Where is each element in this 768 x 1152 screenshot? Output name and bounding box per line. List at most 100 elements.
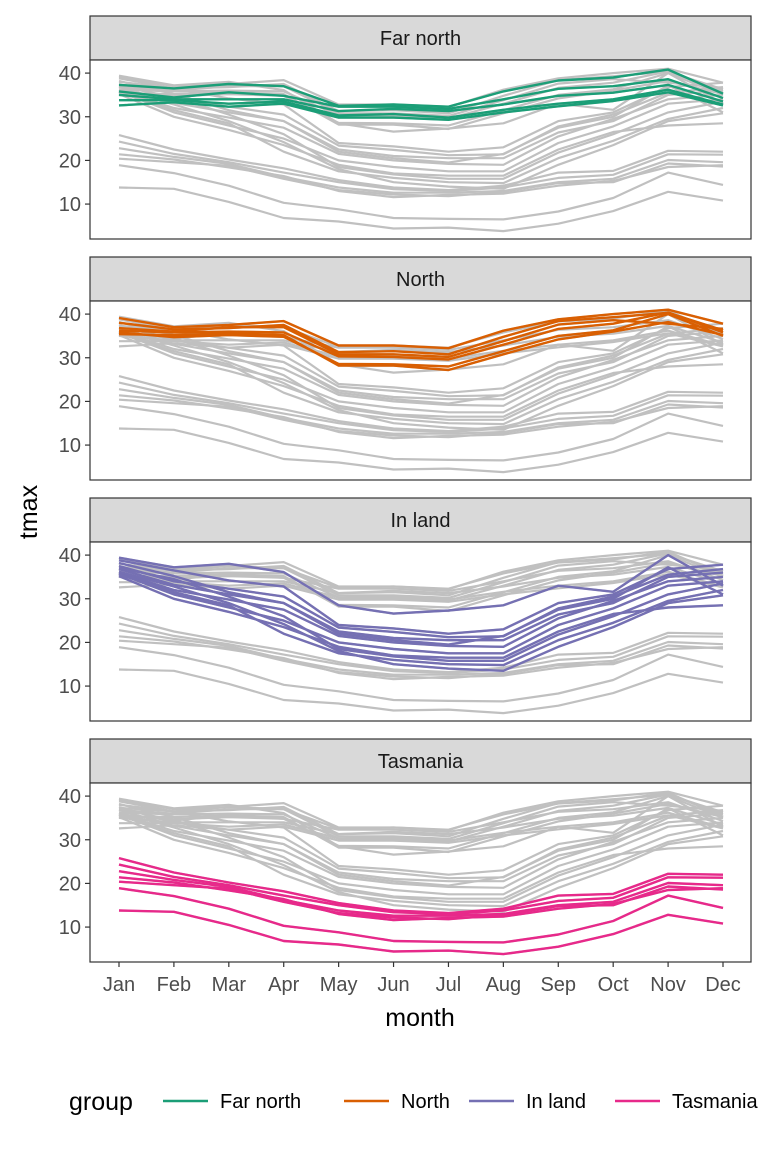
y-tick-label: 40 <box>59 545 81 567</box>
series-line <box>118 870 724 917</box>
background-series-line <box>118 405 724 462</box>
background-series-line <box>118 79 724 164</box>
series-line <box>118 308 724 350</box>
background-series-line <box>118 802 724 854</box>
y-tick-label: 30 <box>59 589 81 611</box>
background-series-line <box>118 668 724 715</box>
x-tick-label: Feb <box>157 974 191 996</box>
background-series-line <box>118 375 724 433</box>
y-tick-label: 10 <box>59 676 81 698</box>
facet-north: North 10 20 30 40 <box>59 256 752 481</box>
facet-tasmania: Tasmania 10 20 30 40 Jan Feb Mar Apr May Jun Jul Aug… <box>59 738 752 996</box>
x-tick-label: Jul <box>436 974 462 996</box>
background-series-line <box>118 90 724 173</box>
x-tick-label: Jan <box>103 974 135 996</box>
background-series-line <box>118 140 724 193</box>
background-series-line <box>118 88 724 190</box>
background-series-line <box>118 320 724 405</box>
x-tick-label: Dec <box>705 974 741 996</box>
background-series-line <box>118 332 724 426</box>
series-line <box>118 909 724 956</box>
background-series-line <box>118 85 724 180</box>
y-tick-label: 40 <box>59 786 81 808</box>
facet-strip <box>89 497 752 543</box>
x-tick-label: Mar <box>212 974 247 996</box>
background-series-line <box>118 89 724 166</box>
series-line <box>118 68 724 108</box>
x-tick-label: Apr <box>268 974 299 996</box>
background-series-line <box>118 72 724 127</box>
facet-strip-label: Far north <box>380 28 461 50</box>
background-series-line <box>118 164 724 221</box>
x-tick-label: May <box>320 974 358 996</box>
y-axis-title: tmax <box>15 484 43 539</box>
series-line <box>118 78 724 111</box>
background-series-line <box>118 561 724 613</box>
background-series-line <box>118 77 724 153</box>
series-line <box>118 312 724 368</box>
background-series-line <box>118 795 724 856</box>
y-tick-label: 30 <box>59 348 81 370</box>
series-line <box>118 561 724 646</box>
background-series-line <box>118 318 724 394</box>
series-line <box>118 856 724 915</box>
background-series-line <box>118 549 724 591</box>
background-series-line <box>118 814 724 908</box>
y-tick-label: 10 <box>59 917 81 939</box>
background-series-line <box>118 388 724 435</box>
background-series-line <box>118 812 724 889</box>
background-series-line <box>118 147 724 194</box>
background-series-line <box>118 565 724 595</box>
background-series-line <box>118 72 724 133</box>
background-series-line <box>118 790 724 832</box>
series-line <box>119 88 724 119</box>
background-series-line <box>118 554 724 609</box>
background-series-line <box>118 795 724 850</box>
x-axis-title: month <box>385 1004 454 1032</box>
y-tick-label: 20 <box>59 150 81 172</box>
background-series-line <box>119 570 724 601</box>
background-series-line <box>118 157 724 198</box>
background-series-line <box>118 134 724 192</box>
x-tick-label: Aug <box>486 974 522 996</box>
background-series-line <box>118 381 724 434</box>
background-series-line <box>118 427 724 474</box>
background-series-line <box>118 324 724 354</box>
legend-label: Tasmania <box>672 1091 758 1113</box>
series-line <box>118 571 724 648</box>
series-line <box>118 320 724 372</box>
background-series-line <box>118 813 724 896</box>
background-series-line <box>118 639 724 680</box>
series-line <box>118 553 724 615</box>
facet-strip <box>89 15 752 61</box>
background-series-line <box>118 313 724 374</box>
background-series-line <box>118 622 724 675</box>
series-line <box>118 573 724 667</box>
x-tick-label: Oct <box>598 974 630 996</box>
background-series-line <box>118 616 724 674</box>
facet-strip-label: In land <box>390 510 450 532</box>
series-line <box>118 887 724 944</box>
panel-border <box>89 541 752 722</box>
background-series-line <box>118 329 724 431</box>
background-series-line <box>118 398 724 439</box>
panel-border <box>89 300 752 481</box>
background-series-line <box>118 330 724 407</box>
panel-border <box>89 59 752 240</box>
series-line <box>118 572 724 655</box>
facet-strip-label: Tasmania <box>378 751 464 773</box>
y-tick-label: 10 <box>59 435 81 457</box>
y-tick-label: 30 <box>59 107 81 129</box>
y-tick-label: 30 <box>59 830 81 852</box>
y-tick-label: 40 <box>59 63 81 85</box>
legend-title: group <box>69 1088 133 1116</box>
background-series-line <box>118 811 724 913</box>
legend-label: North <box>401 1091 450 1113</box>
background-series-line <box>119 811 724 842</box>
series-line <box>118 91 724 121</box>
background-series-line <box>118 186 724 233</box>
y-tick-label: 20 <box>59 632 81 654</box>
legend: group Far north North In land Tasmania <box>69 1088 758 1116</box>
background-series-line <box>118 646 724 703</box>
background-series-line <box>118 800 724 876</box>
